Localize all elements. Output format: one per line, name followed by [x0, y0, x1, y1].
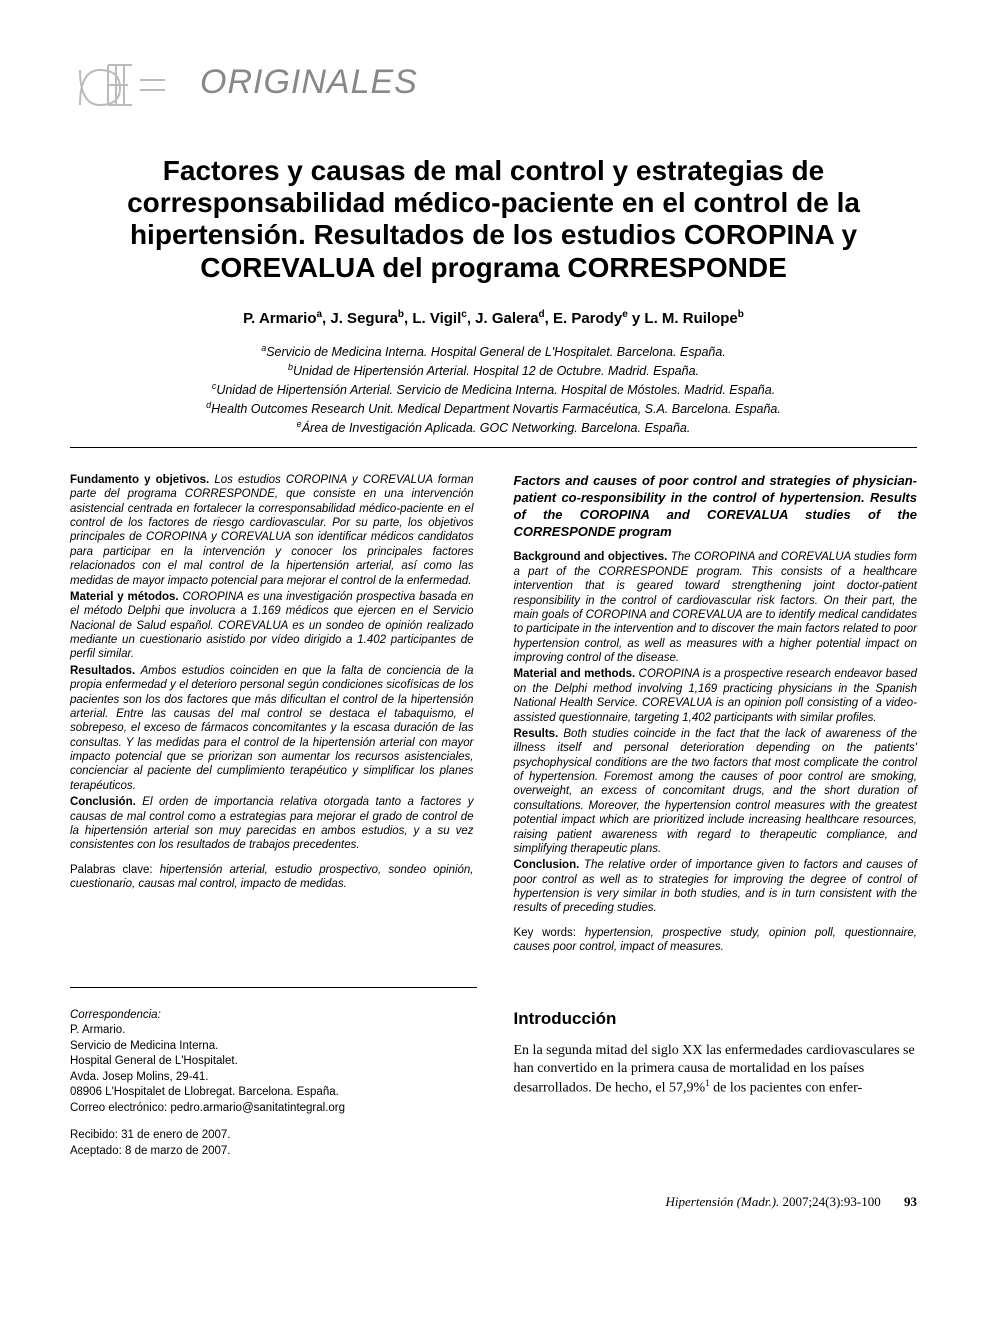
affiliations-list: aServicio de Medicina Interna. Hospital …	[70, 342, 917, 437]
header-section: ORIGINALES	[70, 50, 917, 115]
abstract-columns: Fundamento y objetivos. Los estudios COR…	[70, 473, 917, 957]
page-number: 93	[904, 1194, 917, 1209]
lower-section: Correspondencia:P. Armario.Servicio de M…	[70, 1008, 917, 1160]
footer-citation: Hipertensión (Madr.). 2007;24(3):93-100 …	[70, 1194, 917, 1210]
divider-mid	[70, 987, 477, 988]
introduction-block: Introducción En la segunda mitad del sig…	[514, 1008, 918, 1160]
introduction-body: En la segunda mitad del siglo XX las enf…	[514, 1042, 918, 1098]
footer-journal: Hipertensión (Madr.).	[666, 1194, 780, 1209]
english-title: Factors and causes of poor control and s…	[514, 473, 918, 541]
authors-list: P. Armarioa, J. Segurab, L. Vigilc, J. G…	[70, 309, 917, 327]
abstract-spanish: Fundamento y objetivos. Los estudios COR…	[70, 473, 474, 957]
section-label: ORIGINALES	[200, 63, 418, 102]
divider-top	[70, 447, 917, 448]
correspondence-block: Correspondencia:P. Armario.Servicio de M…	[70, 1008, 474, 1160]
introduction-heading: Introducción	[514, 1008, 918, 1030]
footer-issue: 2007;24(3):93-100	[783, 1194, 881, 1209]
journal-logo	[70, 50, 180, 115]
abstract-english: Factors and causes of poor control and s…	[514, 473, 918, 957]
article-title: Factores y causas de mal control y estra…	[70, 155, 917, 284]
